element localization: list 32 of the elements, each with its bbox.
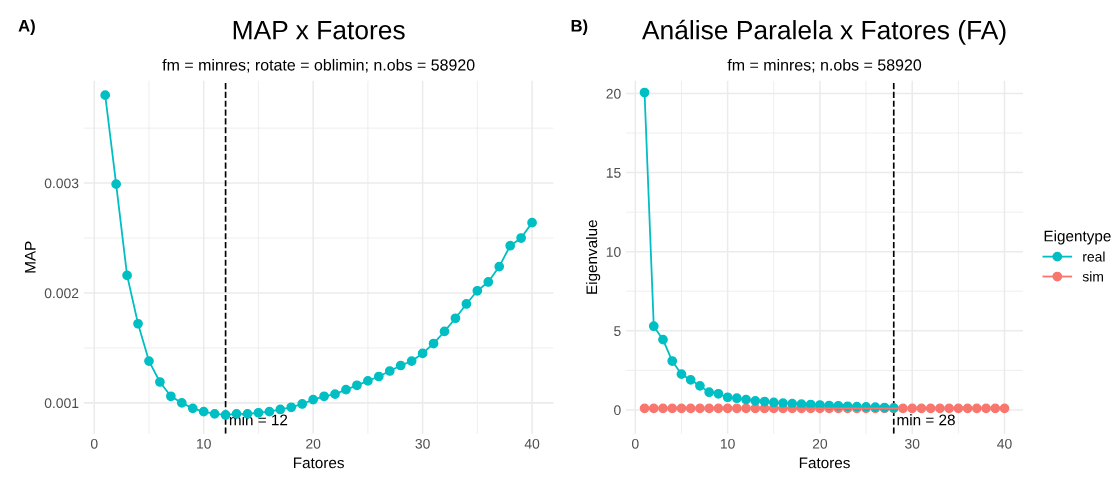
y-tick-label: 0.002 xyxy=(44,288,79,299)
text: B) xyxy=(571,19,588,35)
y-tick-label: 0.001 xyxy=(44,398,79,409)
legend-title: Eigentype xyxy=(1044,230,1111,245)
chart-subtitle: fm = minres; n.obs = 58920 xyxy=(727,58,922,73)
x-tick-label: 20 xyxy=(306,438,321,449)
y-tick-label: 0.003 xyxy=(44,178,79,189)
y-tick-label: 0 xyxy=(614,405,621,416)
legend-label: sim xyxy=(1082,271,1103,282)
x-tick-label: 10 xyxy=(720,438,735,449)
x-tick-label: 30 xyxy=(415,438,430,449)
text: A) xyxy=(18,19,35,35)
y-tick-label: 10 xyxy=(606,247,621,257)
x-tick-label: 40 xyxy=(524,438,540,449)
legend-label: real xyxy=(1083,251,1105,262)
chart-title: MAP x Fatores xyxy=(233,21,405,40)
x-tick-label: 0 xyxy=(631,438,639,449)
x-tick-label: 20 xyxy=(812,438,828,449)
x-tick-label: 0 xyxy=(90,438,98,449)
chart-subtitle: fm = minres; rotate = oblimin; n.obs = 58920 xyxy=(162,58,475,73)
ref-line-label: min = 28 xyxy=(897,414,955,426)
chart-title: Análise Paralela x Fatores (FA) xyxy=(641,19,1006,45)
y-axis-title: MAP xyxy=(25,241,36,273)
y-axis-title: Eigenvalue xyxy=(585,220,601,294)
x-tick-label: 10 xyxy=(197,438,211,449)
x-axis-title: Fatores xyxy=(799,457,850,469)
y-tick-label: 15 xyxy=(606,168,621,178)
x-tick-label: 40 xyxy=(997,438,1012,449)
x-tick-label: 30 xyxy=(905,438,920,449)
y-tick-label: 20 xyxy=(606,88,621,99)
y-tick-label: 5 xyxy=(614,326,621,336)
x-axis-title: Fatores xyxy=(293,457,344,469)
